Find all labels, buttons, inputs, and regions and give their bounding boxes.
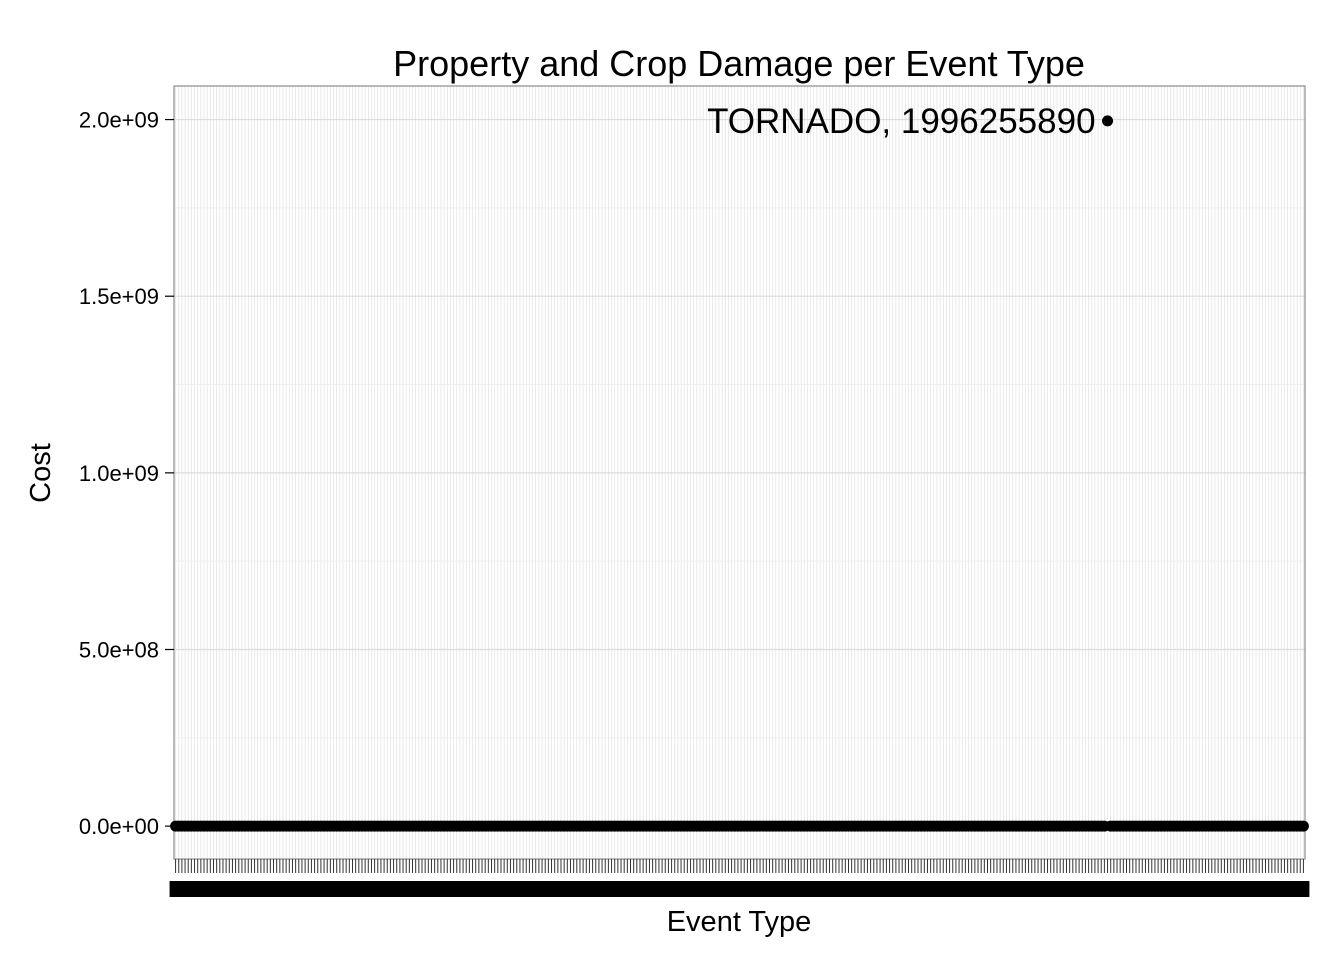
y-tick-label: 5.0e+08 [79, 637, 159, 662]
data-points: TORNADO, 1996255890 [170, 102, 1309, 832]
plot-panel [173, 85, 1306, 860]
data-point [1297, 820, 1309, 832]
x-axis [169, 859, 1310, 897]
y-axis: 0.0e+00 5.0e+08 1.0e+09 1.5e+09 2.0e+09 [79, 108, 174, 839]
y-tick-label: 1.5e+09 [79, 284, 159, 309]
y-axis-title: Cost [25, 443, 57, 503]
y-tick-label: 0.0e+00 [79, 814, 159, 839]
x-tick-label [1297, 881, 1310, 897]
y-tick-label: 1.0e+09 [79, 461, 159, 486]
tornado-annotation: TORNADO, 1996255890 [707, 102, 1095, 141]
y-tick-label: 2.0e+09 [79, 108, 159, 133]
chart-title: Property and Crop Damage per Event Type [393, 43, 1085, 84]
x-axis-title: Event Type [667, 906, 812, 938]
tornado-data-point [1102, 115, 1114, 127]
